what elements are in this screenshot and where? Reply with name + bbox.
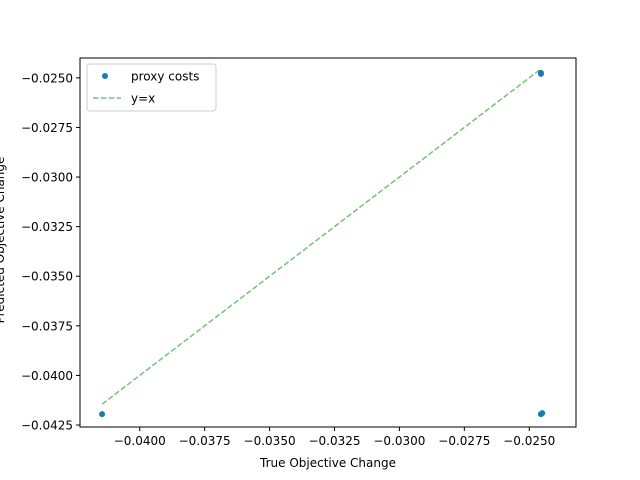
y-tick-label: −0.0325 bbox=[21, 220, 73, 234]
x-tick-label: −0.0375 bbox=[179, 434, 231, 448]
y-tick-label: −0.0250 bbox=[21, 71, 73, 85]
y-tick-label: −0.0350 bbox=[21, 270, 73, 284]
x-tick-label: −0.0350 bbox=[244, 434, 296, 448]
y-axis-label: Predicted Objective Change bbox=[0, 157, 7, 324]
series-line-y-equals-x bbox=[101, 68, 542, 405]
x-axis-label: True Objective Change bbox=[259, 456, 396, 470]
y-tick-label: −0.0375 bbox=[21, 319, 73, 333]
y-tick-label: −0.0425 bbox=[21, 419, 73, 433]
legend-box bbox=[86, 63, 217, 112]
scatter-point bbox=[539, 410, 546, 417]
y-tick-label: −0.0400 bbox=[21, 369, 73, 383]
x-tick-label: −0.0325 bbox=[308, 434, 360, 448]
plot-frame bbox=[79, 57, 577, 428]
plot-content bbox=[99, 68, 546, 418]
legend: proxy costs y=x bbox=[86, 63, 217, 112]
y-tick-label: −0.0300 bbox=[21, 171, 73, 185]
scatter-point bbox=[537, 69, 544, 76]
x-tick-label: −0.0250 bbox=[503, 434, 555, 448]
legend-marker-proxy-costs bbox=[102, 73, 108, 79]
legend-label-proxy-costs: proxy costs bbox=[131, 70, 199, 84]
x-axis-ticks: −0.0400 −0.0375 −0.0350 −0.0325 −0.0300 −0.02… bbox=[114, 427, 555, 448]
x-tick-label: −0.0275 bbox=[438, 434, 490, 448]
legend-label-y-equals-x: y=x bbox=[131, 92, 155, 106]
y-axis-ticks: −0.0425 −0.0400 −0.0375 −0.0350 −0.0325 −0.03… bbox=[21, 71, 80, 433]
x-tick-label: −0.0300 bbox=[373, 434, 425, 448]
scatter-point bbox=[99, 411, 106, 418]
x-tick-label: −0.0400 bbox=[114, 434, 166, 448]
y-tick-label: −0.0275 bbox=[21, 121, 73, 135]
